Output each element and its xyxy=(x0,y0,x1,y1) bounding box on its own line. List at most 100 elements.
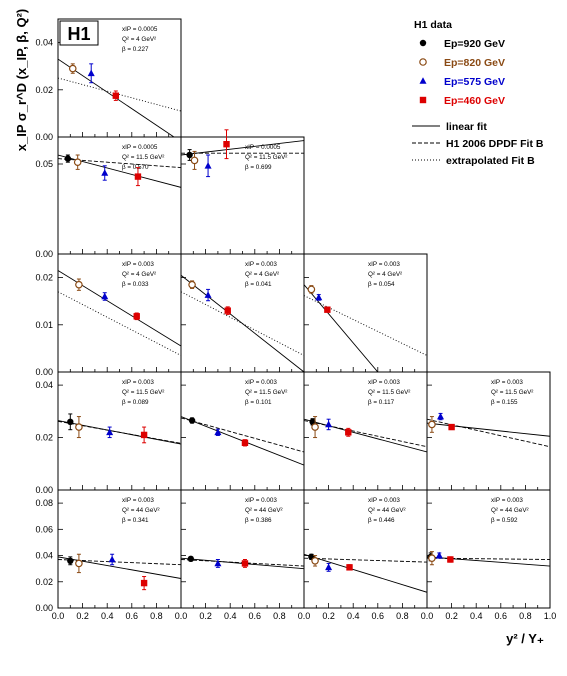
legend: H1 data Ep=920 GeV Ep=820 GeV Ep=575 GeV Ep=… xyxy=(412,19,544,167)
y-tick-label: 0.02 xyxy=(35,85,53,95)
data-point xyxy=(101,292,109,300)
data-point xyxy=(68,64,77,73)
panel-annotation: Q² = 11.5 GeV² xyxy=(245,154,287,161)
panel-annotation: xIP = 0.003 xyxy=(491,497,523,504)
panel-row2-col2: xIP = 0.003 Q² = 4 GeV² β = 0.054 xyxy=(303,253,428,373)
panel-annotation: β = 0.155 xyxy=(491,399,518,406)
data-point xyxy=(224,307,231,314)
x-tick-label: 0.2 xyxy=(199,611,212,621)
legend-marker-3 xyxy=(419,96,427,104)
data-point xyxy=(311,556,319,565)
panel-row4-col0: xIP = 0.003 Q² = 44 GeV² β = 0.341 xyxy=(57,489,182,609)
data-point xyxy=(73,158,82,167)
panel-annotation: xIP = 0.003 xyxy=(122,379,154,386)
x-tick-label: 0.2 xyxy=(76,611,89,621)
data-point xyxy=(324,306,331,313)
panel-frame xyxy=(303,253,428,373)
panel-annotation: β = 0.699 xyxy=(245,164,272,171)
panel-annotation: β = 0.570 xyxy=(122,164,149,171)
data-point xyxy=(186,151,193,159)
x-tick-label: 0.8 xyxy=(519,611,532,621)
panel-frame xyxy=(57,489,182,609)
y-tick-label: 0.00 xyxy=(35,485,53,495)
panel-annotation: β = 0.386 xyxy=(245,517,272,524)
panel-annotation: Q² = 11.5 GeV² xyxy=(368,389,410,396)
data-point xyxy=(187,555,195,563)
legend-marker-0 xyxy=(419,39,427,47)
dpdf-fit-b-line xyxy=(427,418,550,448)
panel-frame xyxy=(57,253,182,373)
extrapolated-fit-b-line xyxy=(58,77,181,112)
y-tick-label: 0.00 xyxy=(35,603,53,613)
panel-annotation: xIP = 0.003 xyxy=(245,379,277,386)
y-axis-label: x_IP σ_r^D (x_IP, β, Q²) xyxy=(14,9,29,151)
fit-lines xyxy=(304,553,427,593)
linear-fit-line xyxy=(304,284,379,372)
data-point xyxy=(108,555,116,563)
x-tick-label: 0.2 xyxy=(322,611,335,621)
legend-series-3: Ep=460 GeV xyxy=(444,95,505,107)
fit-lines xyxy=(181,274,304,372)
logo-box xyxy=(59,20,99,46)
x-tick-label: 0.2 xyxy=(445,611,458,621)
legend-series-2: Ep=575 GeV xyxy=(444,76,505,88)
panel-annotation: Q² = 11.5 GeV² xyxy=(122,154,164,161)
y-tick-label: 0.06 xyxy=(35,524,53,534)
x-tick-label: 0.8 xyxy=(150,611,163,621)
panel-annotation: xIP = 0.003 xyxy=(368,379,400,386)
data-point xyxy=(133,313,140,320)
x-axis-label: y² / Y₊ xyxy=(506,631,544,646)
data-point xyxy=(134,173,142,180)
panel-annotation: β = 0.341 xyxy=(122,517,149,524)
linear-fit-line xyxy=(181,140,304,156)
panel-annotation: β = 0.446 xyxy=(368,517,395,524)
dpdf-fit-b-line xyxy=(427,557,550,560)
y-tick-label: 0.04 xyxy=(35,380,53,390)
dpdf-fit-b-line xyxy=(304,420,427,448)
data-point xyxy=(437,412,445,420)
x-tick-label: 0.6 xyxy=(126,611,139,621)
panel-annotation: β = 0.227 xyxy=(122,46,149,53)
panel-annotation: xIP = 0.003 xyxy=(122,497,154,504)
data-point xyxy=(435,551,443,559)
panel-annotation: xIP = 0.003 xyxy=(245,497,277,504)
linear-fit-line xyxy=(304,553,427,593)
panel-row4-col3: xIP = 0.003 Q² = 44 GeV² β = 0.592 xyxy=(426,489,551,609)
extrapolated-fit-b-line xyxy=(181,291,304,356)
panel-annotation: Q² = 44 GeV² xyxy=(245,507,283,514)
fit-lines xyxy=(304,418,427,453)
panel-annotation: Q² = 4 GeV² xyxy=(368,271,402,278)
panel-annotation: Q² = 44 GeV² xyxy=(491,507,529,514)
panel-row3-col3: xIP = 0.003 Q² = 11.5 GeV² β = 0.155 xyxy=(426,371,551,491)
data-point xyxy=(188,280,196,289)
y-tick-label: 0.02 xyxy=(35,433,53,443)
fit-lines xyxy=(58,420,181,445)
panel-annotation: xIP = 0.003 xyxy=(245,261,277,268)
data-point xyxy=(325,563,333,571)
fit-lines xyxy=(58,556,181,579)
panel-annotation: β = 0.117 xyxy=(368,399,395,406)
legend-header: H1 data xyxy=(414,19,452,31)
legend-series-0: Ep=920 GeV xyxy=(444,38,505,50)
y-tick-label: 0.05 xyxy=(35,159,53,169)
extrapolated-fit-b-line xyxy=(304,295,427,356)
panel-annotation: Q² = 4 GeV² xyxy=(122,271,156,278)
y-tick-label: 0.04 xyxy=(35,551,53,561)
fit-lines xyxy=(427,418,550,448)
x-tick-label: 0.0 xyxy=(52,611,65,621)
panel-annotation: Q² = 44 GeV² xyxy=(122,507,160,514)
panel-row2-col1: xIP = 0.003 Q² = 4 GeV² β = 0.041 xyxy=(180,253,305,373)
data-point xyxy=(241,560,249,567)
data-point xyxy=(214,428,222,436)
legend-line-label-0: linear fit xyxy=(446,121,487,133)
panel-row2-col0: xIP = 0.003 Q² = 4 GeV² β = 0.033 xyxy=(57,253,182,373)
panel-row3-col1: xIP = 0.003 Q² = 11.5 GeV² β = 0.101 xyxy=(180,371,305,491)
x-tick-label: 0.4 xyxy=(224,611,237,621)
data-point xyxy=(345,429,352,436)
data-point xyxy=(101,169,109,176)
data-point xyxy=(346,564,353,571)
panel-annotation: xIP = 0.0005 xyxy=(122,26,158,33)
data-point xyxy=(241,439,249,446)
data-point xyxy=(214,559,222,567)
